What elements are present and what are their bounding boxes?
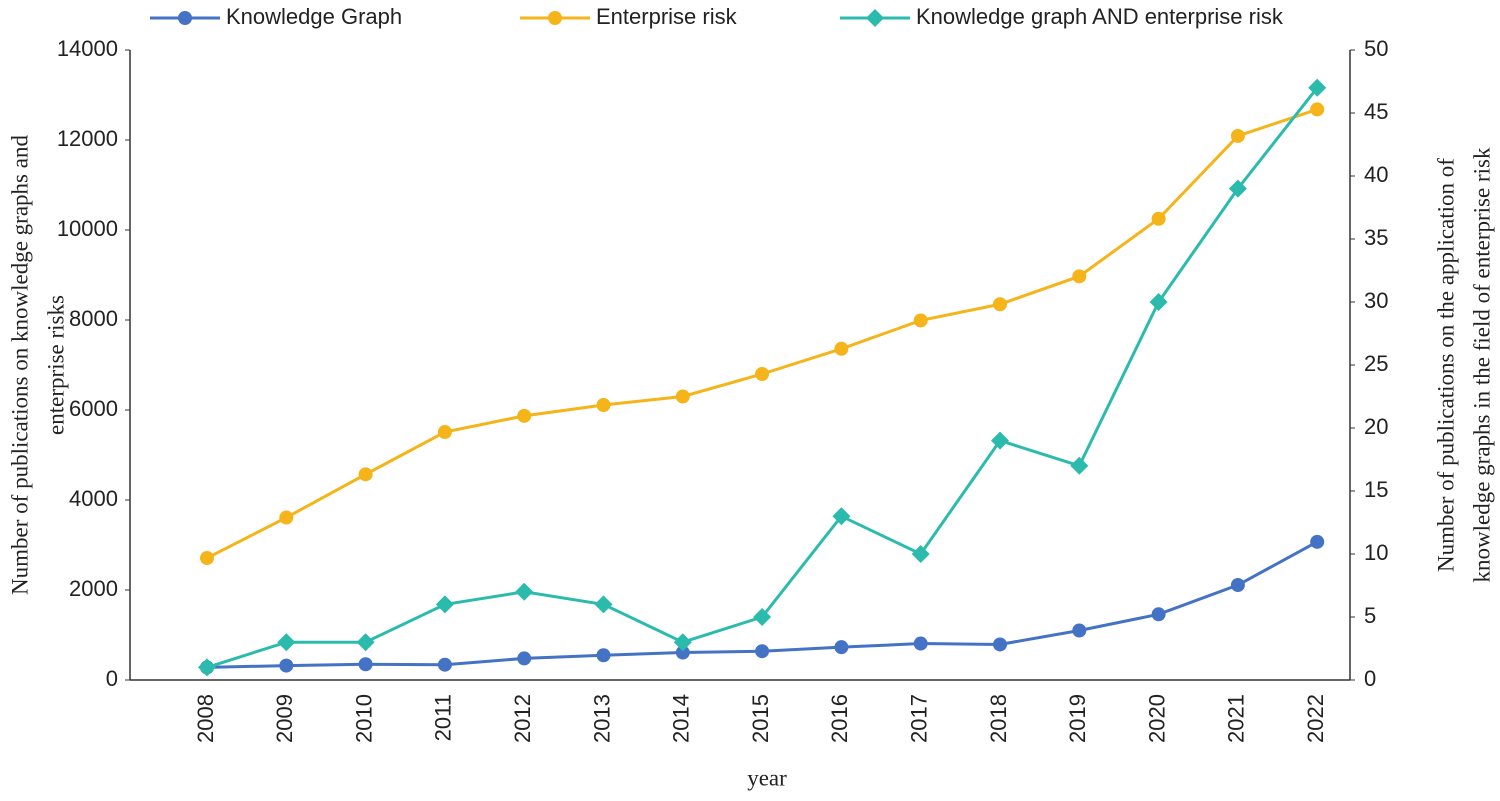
point bbox=[200, 551, 214, 566]
point bbox=[1230, 128, 1245, 143]
point bbox=[594, 595, 613, 614]
point bbox=[991, 431, 1009, 450]
x-tick-label: 2011 bbox=[431, 694, 456, 741]
x-tick-label: 2016 bbox=[827, 694, 852, 743]
point bbox=[279, 658, 294, 673]
legend-label: Knowledge graph AND enterprise risk bbox=[916, 4, 1284, 29]
legend-label: Knowledge Graph bbox=[226, 4, 402, 29]
point bbox=[755, 367, 770, 381]
x-tick-label: 2019 bbox=[1065, 694, 1090, 743]
x-tick-label: 2021 bbox=[1224, 694, 1249, 743]
point bbox=[596, 398, 611, 413]
y2-axis-title-line: Number of publications on the applicatio… bbox=[1433, 158, 1458, 572]
point bbox=[1151, 211, 1166, 226]
point bbox=[1149, 293, 1168, 311]
y2-axis-title: Number of publications on the applicatio… bbox=[1433, 147, 1494, 582]
legend-marker bbox=[548, 11, 562, 25]
point bbox=[517, 651, 532, 666]
point bbox=[993, 637, 1007, 652]
y-axis-title: Number of publications on knowledge grap… bbox=[7, 135, 68, 595]
point bbox=[753, 608, 772, 626]
point bbox=[834, 640, 849, 655]
y2-tick-label: 50 bbox=[1364, 36, 1388, 61]
x-tick-label: 2010 bbox=[351, 694, 376, 743]
point bbox=[755, 644, 770, 659]
point bbox=[358, 467, 373, 482]
y2-tick-label: 5 bbox=[1364, 603, 1376, 628]
point bbox=[832, 507, 851, 526]
point bbox=[675, 389, 690, 404]
x-tick-label: 2013 bbox=[589, 694, 614, 743]
x-tick-label: 2022 bbox=[1303, 694, 1328, 743]
point bbox=[1228, 179, 1247, 198]
point bbox=[1072, 269, 1087, 284]
point bbox=[911, 545, 930, 563]
point bbox=[517, 408, 532, 423]
point bbox=[435, 595, 454, 614]
y-tick-label: 2000 bbox=[69, 576, 118, 601]
y-tick-label: 12000 bbox=[57, 126, 118, 151]
point bbox=[1230, 578, 1245, 593]
point bbox=[1310, 534, 1325, 549]
legend-marker bbox=[178, 11, 192, 25]
x-tick-label: 2008 bbox=[193, 694, 218, 743]
y2-axis-title-line: knowledge graphs in the field of enterpr… bbox=[1469, 147, 1494, 582]
point bbox=[1310, 102, 1325, 117]
point bbox=[673, 633, 692, 652]
point bbox=[437, 425, 452, 440]
legend-marker bbox=[866, 9, 884, 27]
x-tick-label: 2009 bbox=[272, 694, 297, 743]
point bbox=[1151, 607, 1166, 622]
x-tick-label: 2012 bbox=[510, 694, 535, 743]
point bbox=[198, 658, 216, 677]
y-tick-label: 8000 bbox=[69, 306, 118, 331]
x-tick-label: 2020 bbox=[1144, 694, 1169, 743]
point bbox=[356, 633, 375, 652]
point bbox=[913, 313, 928, 328]
point bbox=[437, 657, 452, 672]
point bbox=[993, 297, 1007, 312]
y2-tick-label: 15 bbox=[1364, 477, 1388, 502]
point bbox=[1070, 456, 1089, 475]
legend-label: Enterprise risk bbox=[596, 4, 738, 29]
point bbox=[834, 341, 849, 356]
y-tick-label: 0 bbox=[106, 666, 118, 691]
point bbox=[1072, 623, 1087, 638]
x-axis-title: year bbox=[747, 765, 787, 790]
point bbox=[277, 633, 296, 652]
y2-tick-label: 25 bbox=[1364, 351, 1388, 376]
y2-tick-label: 45 bbox=[1364, 99, 1388, 124]
point bbox=[358, 657, 373, 672]
point bbox=[913, 636, 928, 651]
series-line bbox=[206, 107, 1318, 560]
point bbox=[1308, 78, 1327, 97]
y-tick-label: 6000 bbox=[69, 396, 118, 421]
y2-tick-label: 30 bbox=[1364, 288, 1388, 313]
y2-tick-label: 35 bbox=[1364, 225, 1388, 250]
y2-tick-label: 10 bbox=[1364, 540, 1388, 565]
y2-tick-label: 20 bbox=[1364, 414, 1388, 439]
point bbox=[596, 648, 611, 663]
y2-tick-label: 0 bbox=[1364, 666, 1376, 691]
point bbox=[515, 582, 534, 601]
point bbox=[675, 645, 690, 660]
point bbox=[279, 510, 294, 525]
y-axis-title-line: enterprise risks bbox=[43, 295, 68, 435]
x-tick-label: 2017 bbox=[907, 694, 932, 743]
y-axis-title-line: Number of publications on knowledge grap… bbox=[7, 135, 32, 595]
y2-tick-label: 40 bbox=[1364, 162, 1388, 187]
x-tick-label: 2014 bbox=[669, 694, 694, 743]
x-tick-label: 2018 bbox=[986, 694, 1011, 743]
y-tick-label: 10000 bbox=[57, 216, 118, 241]
y-tick-label: 4000 bbox=[69, 486, 118, 511]
y-tick-label: 14000 bbox=[57, 36, 118, 61]
x-tick-label: 2015 bbox=[748, 694, 773, 743]
